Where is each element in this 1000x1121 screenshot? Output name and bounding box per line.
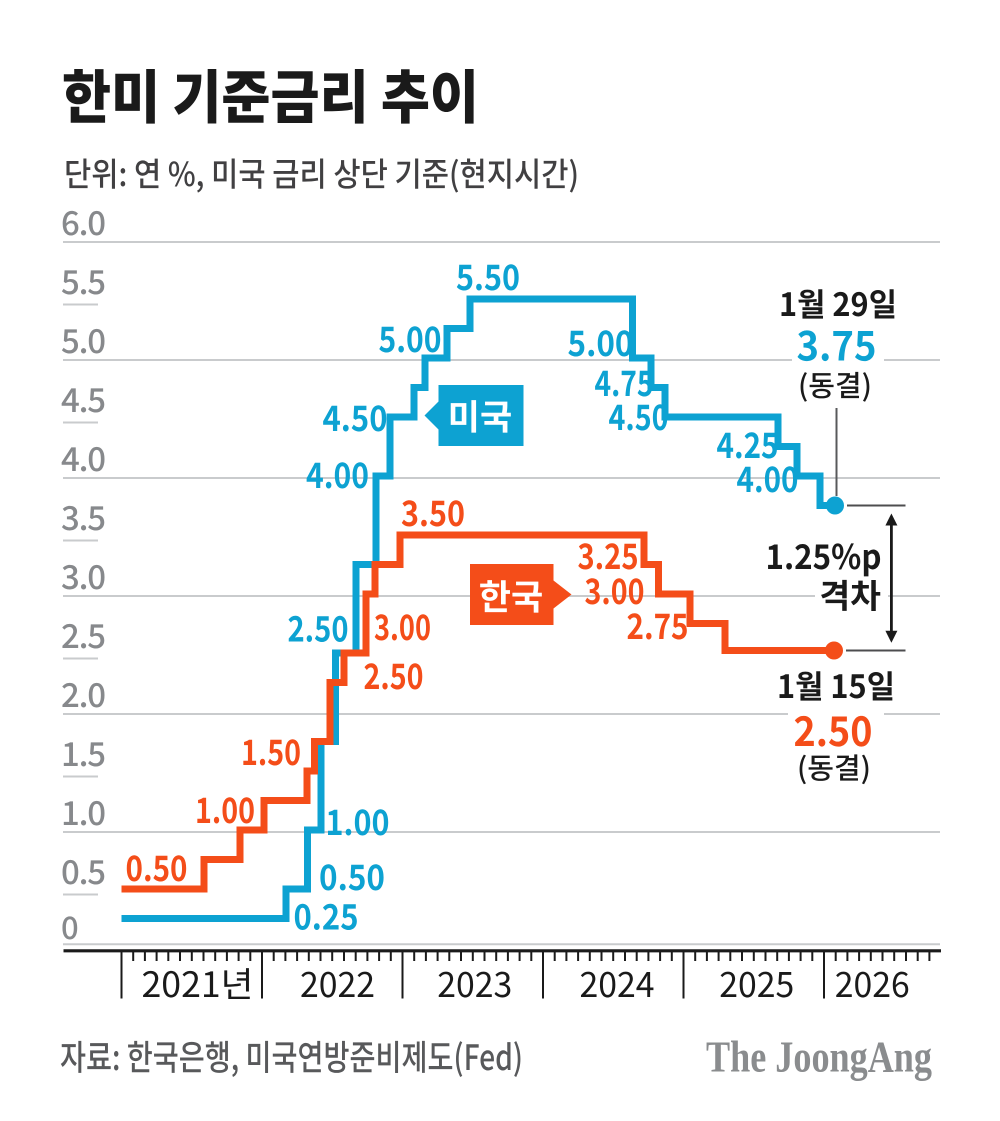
- svg-text:2.5: 2.5: [61, 610, 105, 658]
- svg-text:한국: 한국: [479, 570, 543, 621]
- svg-text:4.00: 4.00: [737, 452, 799, 503]
- svg-text:2023: 2023: [437, 957, 512, 1008]
- svg-text:0.50: 0.50: [319, 850, 385, 901]
- svg-text:자료: 한국은행, 미국연방준비제도(Fed): 자료: 한국은행, 미국연방준비제도(Fed): [60, 1030, 523, 1081]
- svg-text:2022: 2022: [300, 957, 375, 1008]
- svg-text:2024: 2024: [580, 957, 655, 1008]
- svg-text:미국: 미국: [448, 390, 512, 441]
- svg-text:5.00: 5.00: [568, 316, 634, 367]
- svg-text:4.75: 4.75: [595, 356, 654, 407]
- svg-text:2026: 2026: [835, 957, 910, 1008]
- svg-text:(동결): (동결): [798, 363, 872, 405]
- svg-text:2.0: 2.0: [61, 669, 105, 717]
- svg-text:5.00: 5.00: [379, 312, 442, 363]
- svg-text:1.5: 1.5: [61, 728, 105, 776]
- svg-text:한미 기준금리 추이: 한미 기준금리 추이: [62, 51, 479, 135]
- svg-text:0: 0: [61, 903, 79, 948]
- svg-text:0.50: 0.50: [126, 841, 188, 892]
- svg-text:1.00: 1.00: [195, 783, 255, 834]
- svg-text:0.5: 0.5: [61, 846, 105, 894]
- svg-text:1.50: 1.50: [241, 725, 301, 776]
- svg-text:4.00: 4.00: [306, 448, 369, 499]
- svg-text:1.0: 1.0: [61, 787, 105, 835]
- svg-text:3.5: 3.5: [61, 492, 105, 540]
- svg-text:0.25: 0.25: [294, 890, 359, 941]
- svg-text:2025: 2025: [719, 957, 794, 1008]
- svg-text:3.50: 3.50: [401, 486, 465, 537]
- svg-text:3.00: 3.00: [585, 564, 645, 615]
- svg-text:1.00: 1.00: [326, 795, 390, 846]
- svg-text:격차: 격차: [819, 569, 881, 618]
- svg-text:5.0: 5.0: [61, 315, 105, 363]
- svg-text:2.50: 2.50: [364, 649, 424, 700]
- svg-text:4.50: 4.50: [323, 391, 388, 442]
- svg-text:5.5: 5.5: [61, 256, 105, 304]
- svg-text:(동결): (동결): [797, 746, 871, 788]
- svg-text:3.00: 3.00: [374, 600, 431, 651]
- svg-text:4.0: 4.0: [61, 433, 105, 481]
- svg-text:2021년: 2021년: [142, 957, 254, 1008]
- svg-text:2.50: 2.50: [288, 602, 349, 653]
- svg-text:1월 15일: 1월 15일: [777, 662, 895, 708]
- svg-text:단위: 연 %, 미국 금리 상단 기준(현지시간): 단위: 연 %, 미국 금리 상단 기준(현지시간): [64, 148, 579, 196]
- svg-text:4.25: 4.25: [717, 418, 779, 469]
- svg-text:6.0: 6.0: [61, 197, 105, 245]
- svg-text:4.50: 4.50: [609, 390, 669, 441]
- svg-text:1월 29일: 1월 29일: [779, 280, 897, 326]
- svg-text:1.25%p: 1.25%p: [766, 530, 882, 579]
- svg-text:3.75: 3.75: [797, 313, 877, 373]
- svg-text:The JoongAng: The JoongAng: [706, 1033, 932, 1082]
- svg-text:4.5: 4.5: [61, 374, 105, 422]
- svg-text:3.0: 3.0: [61, 551, 105, 599]
- svg-text:2.50: 2.50: [794, 698, 873, 758]
- svg-text:5.50: 5.50: [456, 250, 520, 301]
- svg-text:2.75: 2.75: [627, 599, 689, 650]
- svg-text:3.25: 3.25: [578, 529, 639, 580]
